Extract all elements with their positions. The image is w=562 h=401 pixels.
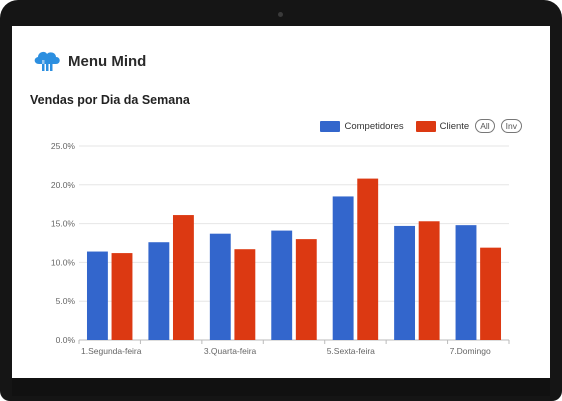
bar-cliente-6[interactable] — [418, 221, 440, 340]
legend-item-competidores[interactable]: Competidores — [320, 120, 404, 132]
y-tick-label: 20.0% — [51, 180, 76, 190]
bar-chart: 0.0% 5.0% 10.0% 15.0% 20.0% 25.0% 1.Segunda-fe… — [51, 141, 510, 356]
camera-dot — [278, 12, 283, 17]
bar-competidores-7[interactable] — [455, 225, 477, 340]
bar-cliente-2[interactable] — [172, 215, 194, 340]
legend-swatch-cliente — [415, 120, 436, 132]
y-tick-label: 0.0% — [56, 335, 76, 345]
bar-competidores-5[interactable] — [332, 196, 354, 340]
bar-competidores-6[interactable] — [394, 225, 416, 340]
brand-name: Menu Mind — [68, 52, 147, 70]
y-tick-label: 10.0% — [51, 257, 76, 267]
bar-cliente-1[interactable] — [111, 253, 133, 340]
cloud-chart-icon — [34, 51, 60, 71]
bar-competidores-3[interactable] — [209, 233, 231, 340]
chart-title: Vendas por Dia da Semana — [30, 93, 190, 107]
bar-competidores-2[interactable] — [148, 242, 170, 340]
y-tick-label: 15.0% — [51, 219, 76, 229]
legend-label-cliente: Cliente — [439, 120, 470, 132]
laptop-chin — [12, 378, 550, 396]
bar-competidores-4[interactable] — [271, 230, 293, 340]
bar-cliente-5[interactable] — [357, 178, 379, 340]
bar-cliente-7[interactable] — [480, 247, 502, 340]
legend-item-cliente[interactable]: Cliente — [415, 120, 470, 132]
bar-cliente-4[interactable] — [295, 239, 317, 340]
screen: Menu Mind Vendas por Dia da Semana Compe… — [12, 26, 550, 378]
x-tick-label: 1.Segunda-feira — [81, 346, 142, 356]
y-tick-label: 25.0% — [51, 141, 76, 151]
legend-all-button[interactable]: All — [475, 119, 495, 133]
bar-competidores-1[interactable] — [86, 251, 108, 340]
legend-invert-button[interactable]: Inv — [500, 119, 522, 133]
x-tick-label: 5.Sexta-feira — [327, 346, 375, 356]
chart-legend: Competidores Cliente All Inv — [320, 119, 522, 133]
app-header: Menu Mind — [32, 48, 146, 74]
y-tick-label: 5.0% — [56, 296, 76, 306]
x-tick-label: 3.Quarta-feira — [204, 346, 257, 356]
legend-swatch-competidores — [320, 120, 341, 132]
bar-cliente-3[interactable] — [234, 249, 256, 340]
legend-label-competidores: Competidores — [344, 120, 404, 132]
x-tick-label: 7.Domingo — [450, 346, 491, 356]
